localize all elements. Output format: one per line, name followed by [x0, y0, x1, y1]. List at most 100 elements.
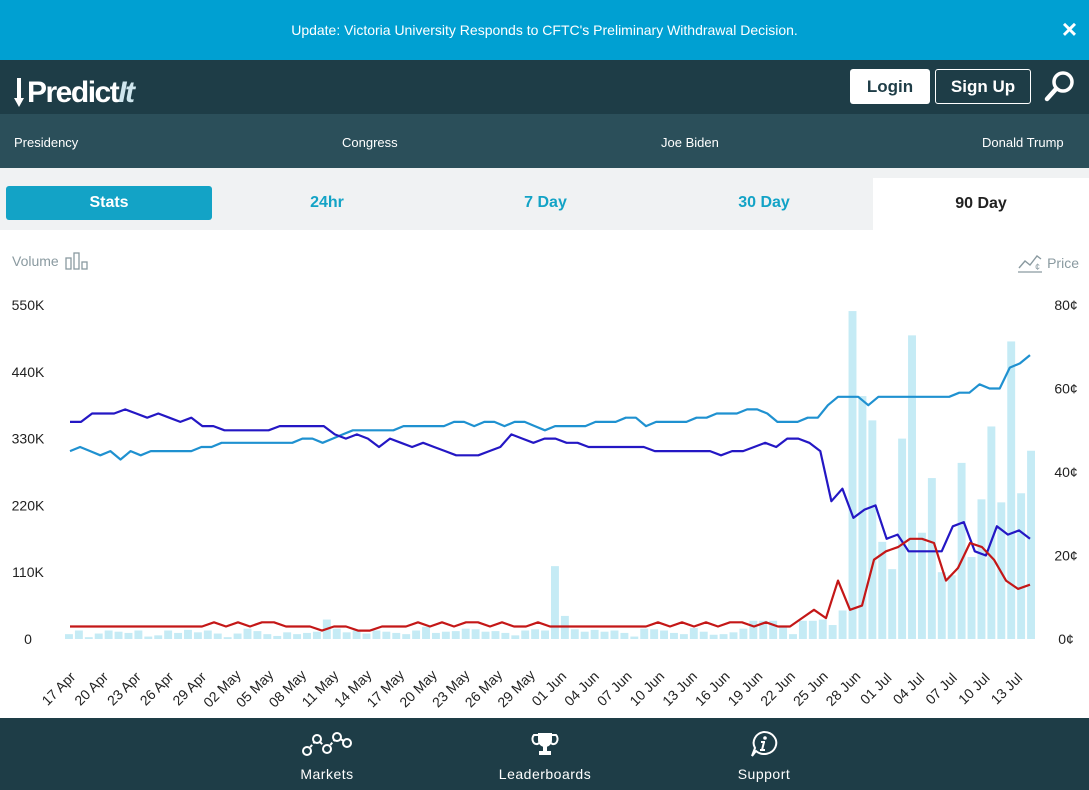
volume-bar [372, 630, 381, 639]
nav-item-presidency[interactable]: Presidency [14, 135, 79, 150]
volume-bar [650, 629, 659, 639]
tab-7-day[interactable]: 7 Day [524, 194, 567, 211]
x-axis-tick-label: 04 Jun [561, 668, 602, 709]
volume-bar [461, 628, 470, 639]
volume-bar [154, 635, 163, 639]
volume-bar [213, 633, 222, 639]
volume-bar [729, 632, 738, 639]
volume-bar [174, 632, 183, 639]
price-series-line [70, 408, 1031, 557]
volume-bar [164, 630, 173, 639]
volume-bar [858, 396, 867, 639]
volume-bar [412, 630, 421, 639]
logo-text: PredictIt [27, 76, 135, 109]
volume-bar [808, 620, 817, 639]
markets-icon [302, 732, 352, 756]
volume-bar [660, 630, 669, 639]
footer-leaderboards-label: Leaderboards [498, 766, 592, 782]
volume-bar [541, 630, 549, 639]
volume-bar [957, 462, 966, 639]
volume-bar [144, 636, 153, 639]
volume-bar [670, 632, 678, 639]
volume-bar [590, 629, 599, 639]
login-button[interactable]: Login [850, 69, 930, 104]
tab-stats[interactable]: Stats [6, 186, 212, 220]
volume-bar [917, 532, 926, 639]
volume-bar [689, 628, 698, 639]
timeframe-tabs: Stats 24hr 7 Day 30 Day 90 Day [0, 168, 1089, 230]
nav-item-donald-trump[interactable]: Donald Trump [982, 135, 1064, 150]
volume-bar [640, 628, 649, 639]
volume-bar [679, 634, 688, 639]
chart-svg: 0 110K 220K 330K 440K 550K 0¢ 20¢ 40¢ 60¢ 80¢ 17 Ap… [12, 297, 1078, 710]
close-icon[interactable]: × [1061, 14, 1077, 44]
volume-bar [84, 637, 93, 639]
volume-bar [193, 632, 202, 639]
volume-bar [481, 631, 490, 639]
volume-bar [927, 478, 936, 639]
volume-bar [223, 637, 232, 639]
volume-bar [749, 620, 758, 639]
announcement-banner[interactable]: Update: Victoria University Responds to … [0, 0, 1089, 60]
predictit-logo[interactable]: PredictIt [14, 74, 135, 109]
volume-bar [551, 566, 559, 639]
left-axis-tick-label: 330K [12, 431, 45, 447]
volume-bar [739, 628, 748, 639]
right-axis-tick-label: 0¢ [1058, 631, 1074, 647]
footer-markets[interactable]: Markets [257, 718, 397, 790]
signup-button[interactable]: Sign Up [935, 69, 1031, 104]
x-axis-tick-label: 13 Jul [988, 670, 1026, 708]
volume-bar [203, 630, 212, 639]
volume-bar [888, 569, 897, 639]
volume-bar [570, 629, 579, 639]
volume-bar [908, 335, 916, 639]
volume-bar [709, 634, 718, 639]
volume-bar [947, 575, 956, 639]
volume-bar [303, 632, 311, 639]
volume-legend[interactable]: Volume [12, 252, 89, 270]
volume-bar [382, 631, 391, 639]
x-axis-tick-label: 19 Jun [724, 668, 765, 709]
volume-bar [491, 631, 500, 639]
x-axis-tick-label: 20 Apr [71, 668, 111, 708]
volume-bar [441, 631, 450, 639]
tab-30-day[interactable]: 30 Day [738, 194, 790, 211]
footer-support[interactable]: Support [694, 718, 834, 790]
tab-90-day[interactable]: 90 Day [873, 178, 1089, 230]
price-legend-label: Price [1047, 255, 1079, 271]
volume-bar [104, 630, 113, 639]
volume-bar [392, 632, 401, 639]
price-legend[interactable]: ¢ Price [1017, 252, 1079, 274]
right-axis-tick-label: 60¢ [1054, 381, 1077, 397]
x-axis-tick-label: 23 Apr [104, 668, 144, 708]
volume-bar [699, 631, 708, 639]
volume-bar [620, 632, 629, 639]
volume-bar [759, 620, 768, 639]
banner-text[interactable]: Update: Victoria University Responds to … [291, 22, 798, 38]
footer-leaderboards[interactable]: Leaderboards [475, 718, 615, 790]
nav-item-congress[interactable]: Congress [342, 135, 398, 150]
volume-bar [531, 629, 540, 639]
left-axis-tick-label: 440K [12, 364, 45, 380]
volume-bar [293, 634, 302, 639]
volume-bar [838, 610, 847, 639]
volume-bar [967, 557, 976, 639]
volume-bar [342, 632, 351, 639]
tab-24hr[interactable]: 24hr [310, 194, 344, 211]
volume-bar [431, 632, 440, 639]
volume-bar [1017, 493, 1026, 639]
price-series-line [70, 537, 1031, 632]
search-icon[interactable] [1044, 70, 1076, 104]
volume-bar [610, 630, 619, 639]
x-axis-tick-label: 10 Jun [626, 668, 667, 709]
volume-bar [273, 635, 282, 639]
x-axis-tick-label: 28 Jun [822, 668, 863, 709]
footer-nav: Markets Leaderboards Support [0, 718, 1089, 790]
volume-bar [600, 631, 609, 639]
left-axis-tick-label: 0 [24, 631, 32, 647]
x-axis-tick-label: 10 Jul [955, 670, 993, 708]
volume-bar [779, 627, 788, 639]
nav-item-joe-biden[interactable]: Joe Biden [661, 135, 719, 150]
footer-markets-label: Markets [300, 766, 354, 782]
volume-bar [898, 438, 907, 639]
